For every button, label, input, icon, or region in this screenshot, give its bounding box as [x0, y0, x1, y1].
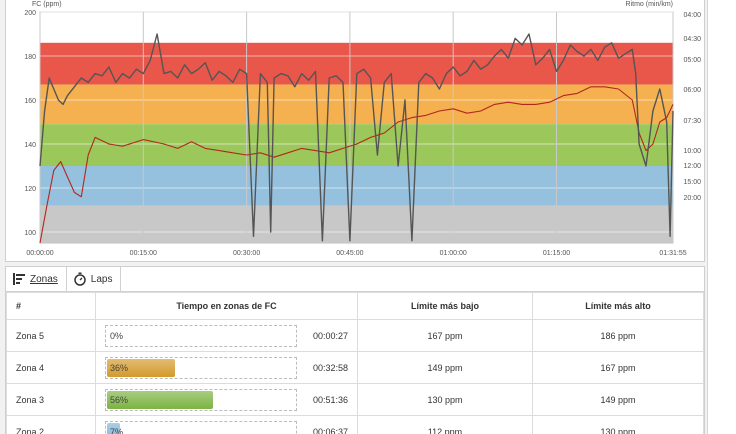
col-header-number: #	[6, 292, 96, 320]
zone-upper-limit: 130 ppm	[532, 415, 704, 434]
x-tick-label: 00:45:00	[336, 250, 363, 257]
table-header-row: # Tiempo en zonas de FC Límite más bajo …	[6, 292, 704, 320]
tab-zonas[interactable]: Zonas	[6, 267, 67, 291]
zone-time-bar: 7%	[105, 420, 297, 434]
heart-rate-chart-panel: 00:00:00 00:15:00 00:30:00 00:45:00 01:00:00…	[5, 0, 705, 262]
zone-time-cell: 7% 00:06:37	[95, 415, 358, 434]
zone-upper-limit: 149 ppm	[532, 383, 704, 416]
zone-lower-limit: 149 ppm	[357, 351, 533, 384]
zone-name: Zona 4	[6, 351, 96, 384]
y-right-axis-title: Ritmo (min/km)	[626, 1, 673, 8]
zone-time-bar: 0%	[105, 324, 297, 347]
zone-band	[40, 205, 673, 243]
table-row: Zona 4 36% 00:32:58 149 ppm 167 ppm	[6, 351, 704, 384]
y-left-axis-title: FC (ppm)	[32, 1, 62, 8]
y-left-tick-label: 120	[24, 186, 36, 193]
zone-band	[40, 166, 673, 206]
y-right-tick-label: 04:00	[683, 12, 701, 19]
heart-rate-chart: 00:00:00 00:15:00 00:30:00 00:45:00 01:00:00…	[24, 1, 701, 257]
y-right-tick-label: 12:00	[683, 163, 701, 170]
y-right-tick-label: 15:00	[683, 179, 701, 186]
zone-percent: 7%	[110, 426, 124, 434]
zone-time: 00:51:36	[312, 394, 348, 405]
zone-time-bar-fill	[107, 422, 121, 434]
x-tick-label: 01:15:00	[543, 250, 570, 257]
zone-upper-limit: 167 ppm	[532, 351, 704, 384]
x-tick-label: 01:00:00	[440, 250, 467, 257]
zones-table: # Tiempo en zonas de FC Límite más bajo …	[6, 292, 704, 434]
zone-band	[40, 124, 673, 166]
zone-time-bar: 56%	[105, 388, 297, 411]
zone-lower-limit: 112 ppm	[357, 415, 533, 434]
zone-name: Zona 2	[6, 415, 96, 434]
pace-line-series	[39, 86, 674, 244]
y-left-tick-label: 180	[24, 54, 36, 61]
x-tick-label: 00:00:00	[26, 250, 53, 257]
x-tick-label: 00:30:00	[233, 250, 260, 257]
zone-time-cell: 36% 00:32:58	[95, 351, 358, 384]
zones-table-panel: Zonas Laps # Tiempo en zonas de FC Límit…	[5, 266, 705, 434]
y-left-tick-label: 160	[24, 98, 36, 105]
zone-percent: 36%	[110, 362, 129, 373]
y-left-tick-label: 140	[24, 142, 36, 149]
y-right-tick-label: 07:30	[683, 118, 701, 125]
y-right-tick-label: 05:00	[683, 57, 701, 64]
table-row: Zona 3 56% 00:51:36 130 ppm 149 ppm	[6, 383, 704, 416]
y-right-tick-label: 10:00	[683, 148, 701, 155]
col-header-time-in-zones: Tiempo en zonas de FC	[95, 292, 358, 320]
table-row: Zona 2 7% 00:06:37 112 ppm 130 ppm	[6, 415, 704, 434]
y-right-tick-label: 06:00	[683, 87, 701, 94]
right-side-panel	[707, 0, 736, 434]
zone-time-bar-fill	[107, 390, 214, 409]
zone-upper-limit: 186 ppm	[532, 319, 704, 352]
col-header-lower-limit: Límite más bajo	[357, 292, 533, 320]
zone-percent: 56%	[110, 394, 129, 405]
y-left-tick-label: 100	[24, 230, 36, 237]
tab-zonas-label: Zonas	[30, 273, 58, 285]
zone-time-bar-fill	[107, 358, 176, 377]
bar-list-icon	[13, 273, 25, 285]
zone-percent: 0%	[110, 330, 124, 341]
y-right-tick-label: 04:30	[683, 36, 701, 43]
heart-rate-line-series	[39, 33, 674, 242]
zone-time: 00:06:37	[312, 426, 348, 434]
stopwatch-icon	[74, 272, 86, 286]
zone-name: Zona 3	[6, 383, 96, 416]
col-header-upper-limit: Límite más alto	[532, 292, 704, 320]
zone-time: 00:32:58	[312, 362, 348, 373]
x-tick-label: 00:15:00	[130, 250, 157, 257]
zone-time-bar: 36%	[105, 356, 297, 379]
zone-time-cell: 0% 00:00:27	[95, 319, 358, 352]
zone-time: 00:00:27	[312, 330, 348, 341]
zone-lower-limit: 167 ppm	[357, 319, 533, 352]
y-left-tick-label: 200	[24, 10, 36, 17]
table-row: Zona 5 0% 00:00:27 167 ppm 186 ppm	[6, 319, 704, 352]
zone-name: Zona 5	[6, 319, 96, 352]
tab-laps[interactable]: Laps	[67, 267, 122, 291]
tab-bar: Zonas Laps	[6, 267, 704, 292]
zone-time-cell: 56% 00:51:36	[95, 383, 358, 416]
y-right-tick-label: 20:00	[683, 195, 701, 202]
x-tick-label: 01:31:55	[659, 250, 686, 257]
zone-lower-limit: 130 ppm	[357, 383, 533, 416]
tab-laps-label: Laps	[90, 273, 113, 285]
